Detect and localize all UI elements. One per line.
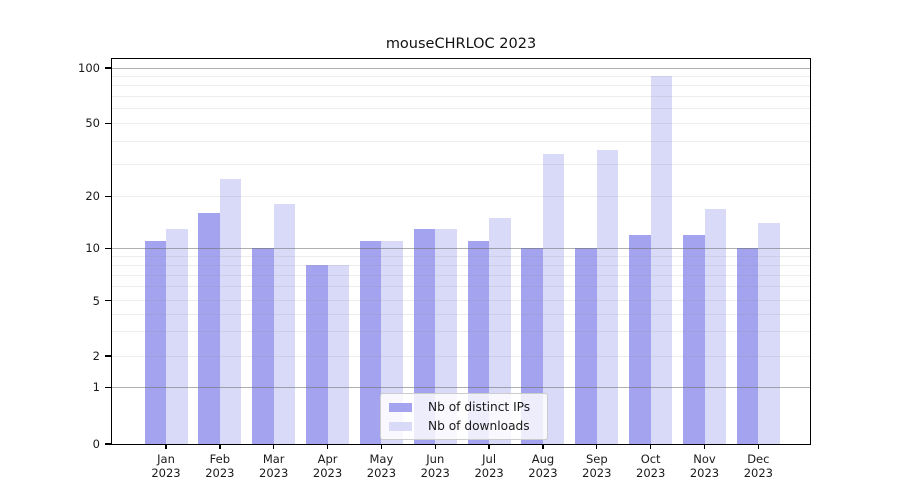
y-tick-mark: [105, 195, 112, 198]
bar-downloads-sep: [596, 149, 619, 444]
legend-item-distinct-ips: Nb of distinct IPs: [389, 400, 539, 414]
bar-downloads-nov: [704, 208, 726, 444]
plot-area: Nb of distinct IPs Nb of downloads: [111, 58, 811, 445]
bar-distinct-ips-oct: [629, 234, 651, 444]
x-tick-mark: [165, 444, 167, 449]
y-tick-label-2: 2: [92, 348, 100, 363]
legend-swatch-distinct-ips: [389, 402, 412, 412]
y-tick-label-50: 50: [85, 116, 100, 131]
x-tick-mark: [596, 444, 598, 449]
bar-downloads-mar: [273, 204, 296, 444]
bar-downloads-dec: [758, 223, 780, 444]
x-tick-label-aug: Aug 2023: [528, 452, 558, 480]
legend: Nb of distinct IPs Nb of downloads: [380, 393, 548, 440]
chart-title: mouseCHRLOC 2023: [385, 36, 537, 52]
bars-layer: [112, 59, 810, 444]
x-tick-mark: [434, 444, 436, 449]
x-tick-mark: [273, 444, 275, 449]
legend-label-distinct-ips: Nb of distinct IPs: [428, 400, 531, 414]
bar-downloads-jan: [166, 228, 188, 444]
bar-distinct-ips-jun: [413, 228, 436, 444]
bar-distinct-ips-mar: [252, 248, 274, 444]
x-tick-label-jul: Jul 2023: [474, 452, 504, 480]
x-tick-label-jun: Jun 2023: [420, 452, 450, 480]
x-tick-label-sep: Sep 2023: [582, 452, 612, 480]
bar-distinct-ips-jan: [144, 241, 166, 444]
y-tick-label-10: 10: [85, 241, 100, 256]
x-tick-mark: [380, 444, 383, 449]
x-tick-mark: [326, 444, 329, 449]
y-tick-label-0: 0: [92, 437, 100, 451]
y-tick-mark: [105, 443, 112, 445]
bar-downloads-jun: [435, 228, 457, 444]
y-tick-label-20: 20: [85, 189, 100, 204]
y-tick-mark: [105, 386, 112, 389]
x-tick-mark: [219, 444, 221, 449]
x-tick-mark: [542, 444, 544, 449]
y-tick-mark: [105, 355, 112, 357]
bar-distinct-ips-feb: [198, 213, 220, 444]
x-tick-label-jan: Jan 2023: [151, 452, 181, 480]
bar-distinct-ips-dec: [736, 248, 759, 444]
bar-downloads-oct: [650, 76, 673, 444]
x-tick-label-apr: Apr 2023: [312, 452, 343, 480]
y-tick-label-5: 5: [92, 293, 100, 308]
x-tick-mark: [649, 444, 652, 449]
y-tick-label-100: 100: [78, 61, 100, 75]
bar-distinct-ips-apr: [306, 265, 328, 444]
bar-distinct-ips-sep: [575, 248, 597, 444]
legend-label-downloads: Nb of downloads: [428, 419, 530, 433]
bar-downloads-feb: [219, 178, 242, 444]
x-tick-label-dec: Dec 2023: [743, 452, 773, 480]
bar-downloads-apr: [327, 265, 350, 444]
bar-distinct-ips-nov: [683, 234, 705, 444]
bar-downloads-aug: [542, 154, 565, 444]
x-tick-label-may: May 2023: [366, 452, 397, 480]
x-tick-mark: [703, 444, 706, 449]
y-tick-mark: [105, 67, 112, 69]
y-tick-mark: [105, 299, 112, 302]
x-tick-label-oct: Oct 2023: [636, 452, 666, 480]
y-tick-mark: [105, 122, 112, 125]
x-tick-mark: [757, 444, 760, 449]
x-tick-label-mar: Mar 2023: [259, 452, 289, 480]
x-tick-label-feb: Feb 2023: [205, 452, 235, 480]
y-tick-mark: [105, 247, 112, 249]
x-tick-mark: [488, 444, 490, 449]
y-tick-label-1: 1: [92, 380, 100, 395]
legend-swatch-downloads: [389, 421, 412, 431]
x-tick-label-nov: Nov 2023: [689, 452, 720, 480]
legend-item-downloads: Nb of downloads: [389, 419, 539, 433]
bar-distinct-ips-may: [359, 241, 382, 444]
